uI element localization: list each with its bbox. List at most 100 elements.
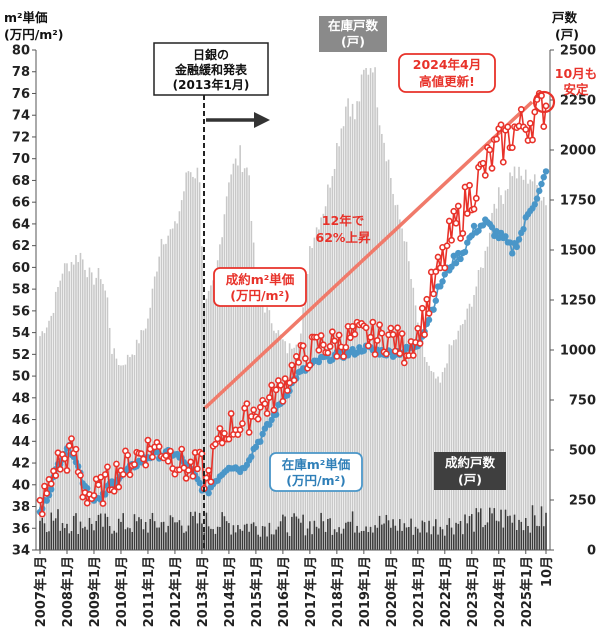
contract-count-bar [111,533,113,550]
contract-count-bar [315,526,318,550]
stock-count-bar [491,212,493,551]
stock-count-bar [300,333,302,550]
price-point [248,453,255,460]
contract-count-bar [178,520,181,550]
contract-count-bar [241,530,244,550]
contract-count-bar [239,529,241,550]
left-tick-label: 76 [12,87,30,102]
stock-count-bar [237,165,239,550]
stock-count-bar [99,279,102,550]
stock-count-bar [70,262,73,550]
contract-count-bar [45,532,48,550]
contract-count-bar [99,513,102,550]
price-point [137,450,145,458]
stock-count-bar [315,227,318,550]
contract-count-bar [72,515,75,550]
left-tick-label: 56 [12,304,30,319]
price-point [301,355,309,362]
stock-count-bar [509,172,511,550]
stock-count-bar [486,246,489,550]
stock-count-bar [160,238,163,551]
x-tick-label: 2011年1月 [141,556,157,627]
stock-count-bar [41,331,44,550]
boj-annotation-1: 日銀の [193,47,229,62]
contract-count-bar [59,530,62,550]
contract-count-bar [183,532,185,550]
left-tick-label: 42 [12,457,30,472]
stock-count-bar [228,182,230,551]
contract-count-bar [216,526,219,550]
price-point [371,350,379,358]
contract-count-bar [354,532,356,550]
price-point [497,121,505,129]
left-ticks: 34 36 38 40 42 44 46 48 50 52 54 56 58 60 62 64 66 68 70 72… [12,44,36,559]
stock-count-bar [149,307,151,550]
contract-count-bar [441,529,444,550]
left-tick-label: 78 [12,65,30,80]
contract-count-bar [70,531,73,550]
stock-count-bar [432,372,435,550]
price-point [99,500,107,507]
stock-count-label-1: 在庫戸数 [328,18,379,33]
stock-count-bar [475,286,478,550]
stock-count-bar [48,320,50,550]
stock-count-bar [187,171,190,550]
stock-count-bar [241,172,244,550]
contract-count-bar [336,532,338,550]
right-tick-label: 0 [587,544,596,559]
price-point [207,478,215,486]
record-annotation-1: 2024年4月 [413,57,482,72]
contract-count-bar [412,534,415,550]
stock-count-bar [520,175,523,550]
price-point [493,135,500,143]
stock-count-bar [306,273,309,550]
right-tick-label: 1500 [560,244,596,259]
contract-count-bar [545,512,547,550]
contract-count-bar [464,514,466,550]
stock-count-bar [113,348,116,550]
contract-count-bar [81,528,84,550]
price-point [450,207,458,215]
contract-count-bar [457,523,460,550]
contract-count-bar [246,523,248,550]
stock-count-bar [252,242,255,550]
stock-count-bar [138,343,140,550]
price-point [452,259,460,267]
price-point [389,331,397,338]
contract-count-bar [205,512,208,550]
price-point [83,499,91,507]
x-tick-label: 2010年1月 [114,556,130,627]
stock-count-bar [57,286,59,550]
price-point [72,445,80,453]
price-point [542,102,550,110]
stock-count-bar [527,183,529,550]
arrow-right-icon [254,112,270,128]
right-axis-title-1: 戸数 [552,10,578,25]
right-tick-label: 500 [569,444,596,459]
contract-count-bar [194,511,196,550]
price-point [430,290,437,298]
stock-count-bar [304,284,307,550]
price-point [68,435,75,442]
stock-count-bar [522,179,525,550]
price-point [533,195,541,202]
price-point [38,510,46,518]
contract-count-bar [270,534,273,550]
left-tick-label: 80 [12,44,30,59]
stock-count-bar [219,244,221,550]
stock-count-bar [288,343,291,550]
contract-count-bar [506,516,509,550]
contract-count-bar [255,526,257,550]
price-point [396,350,404,357]
price-point [497,229,505,237]
contract-count-bar [453,534,455,550]
stock-count-bar [428,365,430,550]
price-point [142,461,150,469]
price-point [409,352,417,359]
price-point [515,236,523,243]
price-point [324,349,332,357]
price-point [43,489,51,497]
stock-count-bar [174,221,176,551]
stock-count-bar [61,273,64,550]
stock-count-bar [342,126,345,550]
